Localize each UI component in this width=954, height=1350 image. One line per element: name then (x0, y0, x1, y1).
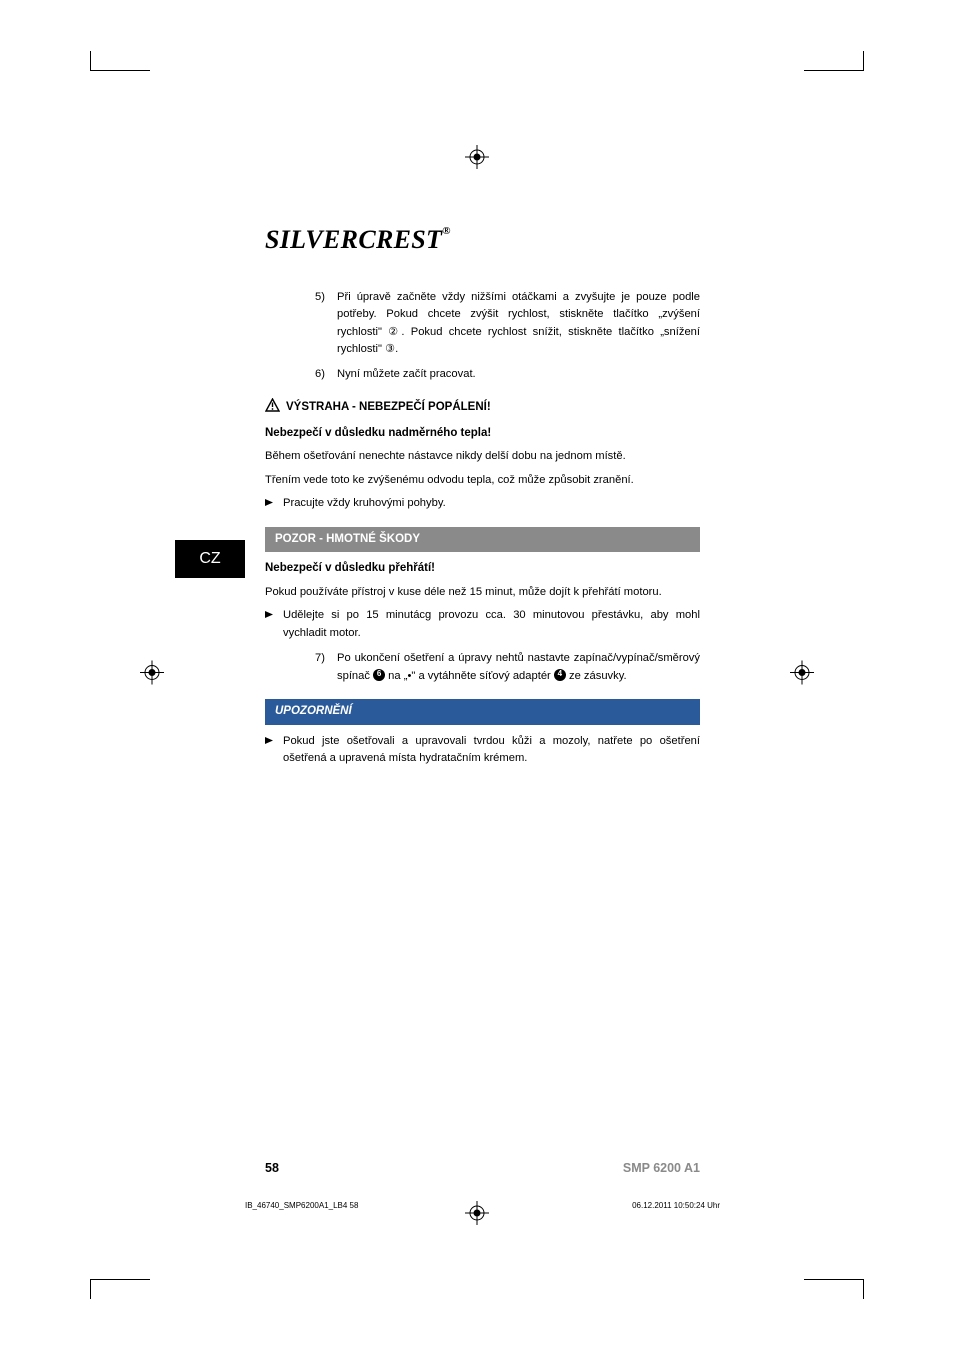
ref-circle-icon: 4 (554, 669, 566, 681)
brand-logo: SILVERCREST® (265, 225, 700, 255)
arrow-list-2: Udělejte si po 15 minutácg provozu cca. … (265, 607, 700, 642)
text-seg: ze zásuvky. (566, 670, 627, 682)
registration-mark-right (790, 661, 814, 690)
page-content: SILVERCREST® 5) Při úpravě začněte vždy … (265, 225, 700, 773)
list-item: 7) Po ukončení ošetření a úpravy nehtů n… (315, 650, 700, 685)
arrow-icon (265, 496, 283, 513)
notice-bar-grey: POZOR - HMOTNÉ ŠKODY (265, 527, 700, 553)
arrow-list-3: Pokud jste ošetřovali a upravovali tvrdo… (265, 733, 700, 768)
item-text: Při úpravě začněte vždy nižšími otáčkami… (337, 289, 700, 358)
page-number: 58 (265, 1161, 279, 1175)
sub-heading: Nebezpečí v důsledku přehřátí! (265, 560, 700, 578)
list-item: Udělejte si po 15 minutácg provozu cca. … (265, 607, 700, 642)
brand-part-a: SILVER (265, 225, 358, 254)
arrow-list-1: Pracujte vždy kruhovými pohyby. (265, 495, 700, 512)
list-item: Pracujte vždy kruhovými pohyby. (265, 495, 700, 512)
sub-heading: Nebezpečí v důsledku nadměrného tepla! (265, 425, 700, 443)
print-timestamp: 06.12.2011 10:50:24 Uhr (632, 1201, 720, 1210)
registration-mark-left (140, 661, 164, 690)
warning-title: VÝSTRAHA - NEBEZPEČÍ POPÁLENÍ! (286, 399, 491, 417)
item-number: 6) (315, 366, 337, 383)
ref-circle-icon: 6 (373, 669, 385, 681)
numbered-list-b: 7) Po ukončení ošetření a úpravy nehtů n… (315, 650, 700, 685)
item-number: 7) (315, 650, 337, 685)
warning-triangle-icon (265, 398, 280, 419)
page-footer: 58 SMP 6200 A1 (265, 1161, 700, 1175)
language-tab: CZ (175, 540, 245, 578)
paragraph: Pokud používáte přístroj v kuse déle než… (265, 584, 700, 601)
arrow-icon (265, 734, 283, 769)
item-text: Nyní můžete začít pracovat. (337, 366, 700, 383)
print-file-info: IB_46740_SMP6200A1_LB4 58 (245, 1201, 358, 1210)
list-item: Pokud jste ošetřovali a upravovali tvrdo… (265, 733, 700, 768)
list-item: 5) Při úpravě začněte vždy nižšími otáčk… (315, 289, 700, 358)
crop-mark-br (804, 1220, 864, 1280)
crop-mark-tr (804, 70, 864, 130)
brand-part-b: CREST (358, 225, 442, 254)
item-text: Pokud jste ošetřovali a upravovali tvrdo… (283, 733, 700, 768)
model-number: SMP 6200 A1 (623, 1161, 700, 1175)
registered-mark: ® (442, 225, 451, 237)
paragraph: Během ošetřování nenechte nástavce nikdy… (265, 448, 700, 465)
numbered-list-a: 5) Při úpravě začněte vždy nižšími otáčk… (315, 289, 700, 384)
paragraph: Třením vede toto ke zvýšenému odvodu tep… (265, 472, 700, 489)
text-seg: na „•" a vytáhněte síťový adaptér (385, 670, 554, 682)
notice-bar-blue: UPOZORNĚNÍ (265, 699, 700, 725)
arrow-icon (265, 608, 283, 643)
item-text: Udělejte si po 15 minutácg provozu cca. … (283, 607, 700, 642)
crop-mark-bl (90, 1220, 150, 1280)
crop-mark-tl (90, 70, 150, 130)
item-text: Po ukončení ošetření a úpravy nehtů nast… (337, 650, 700, 685)
list-item: 6) Nyní můžete začít pracovat. (315, 366, 700, 383)
item-number: 5) (315, 289, 337, 358)
registration-mark-top (465, 145, 489, 174)
warning-heading: VÝSTRAHA - NEBEZPEČÍ POPÁLENÍ! (265, 398, 700, 419)
print-info-line: IB_46740_SMP6200A1_LB4 58 06.12.2011 10:… (245, 1201, 720, 1210)
item-text: Pracujte vždy kruhovými pohyby. (283, 495, 700, 512)
